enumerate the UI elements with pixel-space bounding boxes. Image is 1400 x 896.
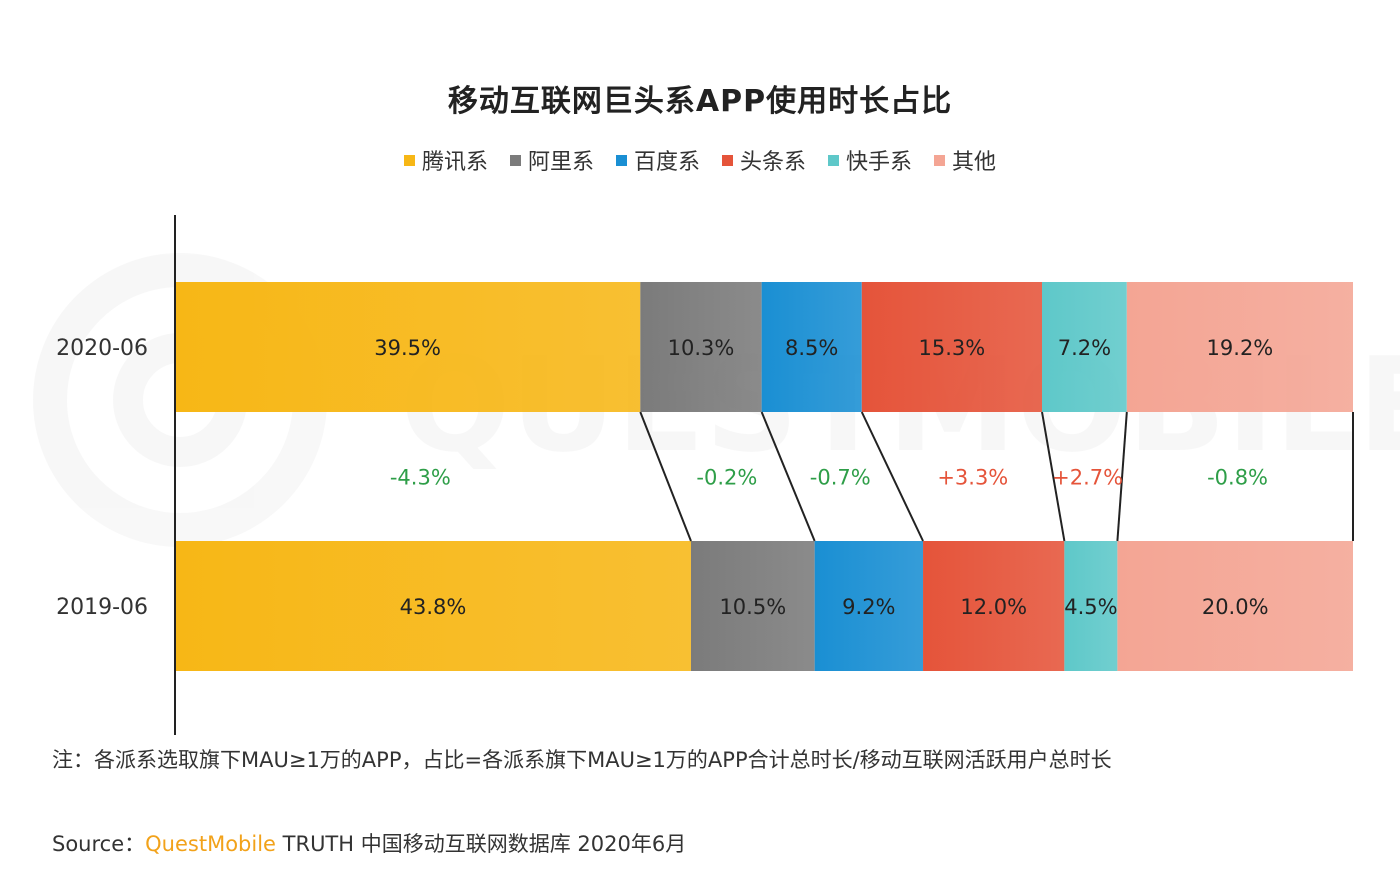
bar-segment xyxy=(640,282,762,412)
data-label: 19.2% xyxy=(1207,336,1274,360)
change-label: -0.8% xyxy=(1207,466,1268,490)
legend-item: 阿里系 xyxy=(509,144,594,176)
bar-segment xyxy=(1064,541,1118,671)
change-label: +2.7% xyxy=(1052,466,1123,490)
connector-line xyxy=(1041,411,1066,542)
bar-segment xyxy=(175,282,641,412)
legend-item: 百度系 xyxy=(615,144,700,176)
bar-segment xyxy=(175,541,691,671)
source-line: Source：QuestMobile TRUTH 中国移动互联网数据库 2020… xyxy=(52,828,686,858)
bar-segment xyxy=(761,282,862,412)
change-label: -0.7% xyxy=(810,466,871,490)
legend-swatch xyxy=(722,154,733,166)
data-label: 10.5% xyxy=(719,595,786,619)
data-label: 15.3% xyxy=(919,336,986,360)
legend-label: 快手系 xyxy=(846,150,913,175)
category-tick-label: 2019-06 xyxy=(56,595,148,620)
bar-segment xyxy=(1126,282,1353,412)
data-label: 10.3% xyxy=(668,336,735,360)
legend-swatch xyxy=(934,154,946,166)
chart-title: 移动互联网巨头系APP使用时长占比 xyxy=(447,84,953,119)
legend-item: 快手系 xyxy=(828,144,912,176)
connector-line xyxy=(1116,411,1128,542)
data-label: 9.2% xyxy=(842,595,895,619)
data-label: 20.0% xyxy=(1202,595,1269,619)
data-label: 12.0% xyxy=(960,595,1027,619)
change-label: +3.3% xyxy=(937,466,1008,490)
legend-swatch xyxy=(509,154,521,166)
legend-label: 阿里系 xyxy=(527,150,594,175)
legend-label: 腾讯系 xyxy=(421,150,488,175)
category-tick-label: 2020-06 xyxy=(56,336,148,361)
data-label: 8.5% xyxy=(785,336,838,360)
data-label: 39.5% xyxy=(374,336,441,360)
legend-label: 其他 xyxy=(952,150,997,175)
legend-swatch xyxy=(615,154,627,166)
change-label: -0.2% xyxy=(696,466,757,490)
data-label: 4.5% xyxy=(1064,595,1117,619)
connector-line xyxy=(760,411,816,542)
change-label: -4.3% xyxy=(390,466,451,490)
data-label: 43.8% xyxy=(400,595,467,619)
bar-segment xyxy=(1117,541,1353,671)
legend-swatch xyxy=(828,154,840,166)
legend-label: 百度系 xyxy=(633,150,700,175)
connector-line xyxy=(860,411,924,542)
data-label: 7.2% xyxy=(1058,336,1111,360)
source-prefix: Source： xyxy=(52,832,146,856)
source-rest: TRUTH 中国移动互联网数据库 2020年6月 xyxy=(275,832,687,856)
bar-segment xyxy=(814,541,924,671)
footnote: 注：各派系选取旗下MAU≥1万的APP，占比=各派系旗下MAU≥1万的APP合计… xyxy=(52,748,1112,772)
legend-label: 头条系 xyxy=(740,150,807,175)
legend-item: 腾讯系 xyxy=(403,144,488,176)
connector-line xyxy=(639,411,692,542)
bar-segment xyxy=(1042,282,1127,412)
legend-item: 头条系 xyxy=(722,144,806,176)
bar-segment xyxy=(861,282,1043,412)
source-brand: QuestMobile xyxy=(145,832,276,856)
legend-swatch xyxy=(403,154,415,166)
legend-item: 其他 xyxy=(934,144,996,176)
bar-segment xyxy=(690,541,815,671)
legend: 腾讯系 阿里系 百度系 头条系 快手系 其他 xyxy=(0,144,1400,176)
bar-segment xyxy=(923,541,1065,671)
